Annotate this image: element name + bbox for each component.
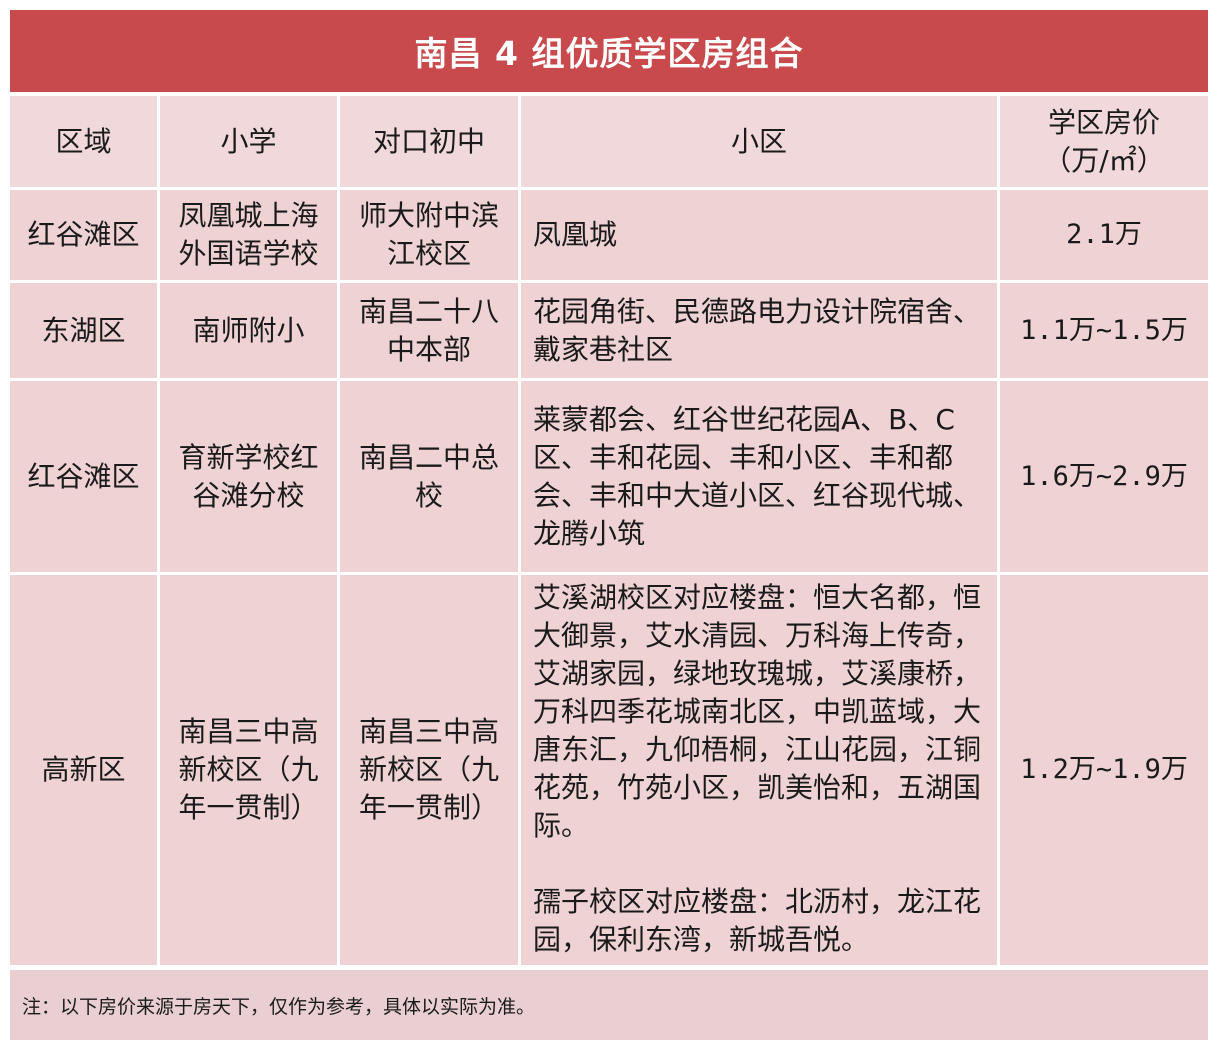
cell-communities: 花园角街、民德路电力设计院宿舍、戴家巷社区 bbox=[521, 283, 997, 378]
community-list: 艾溪湖校区对应楼盘：恒大名都，恒大御景，艾水清园、万科海上传奇，艾湖家园，绿地玫… bbox=[533, 581, 982, 842]
cell-price: 1.1万~1.5万 bbox=[1000, 283, 1208, 378]
cell-district: 红谷滩区 bbox=[10, 381, 157, 572]
cell-middle: 师大附中滨江校区 bbox=[340, 190, 518, 280]
cell-price: 1.6万~2.9万 bbox=[1000, 381, 1208, 572]
header-district: 区域 bbox=[10, 96, 157, 187]
community-list: 莱蒙都会、红谷世纪花园A、B、C区、丰和花园、丰和小区、丰和都会、丰和中大道小区… bbox=[533, 402, 982, 550]
cell-district: 高新区 bbox=[10, 575, 157, 965]
cell-price: 1.2万~1.9万 bbox=[1000, 575, 1208, 965]
cell-price: 2.1万 bbox=[1000, 190, 1208, 280]
cell-communities: 莱蒙都会、红谷世纪花园A、B、C区、丰和花园、丰和小区、丰和都会、丰和中大道小区… bbox=[521, 381, 997, 572]
header-primary: 小学 bbox=[160, 96, 337, 187]
cell-middle: 南昌二十八中本部 bbox=[340, 283, 518, 378]
cell-primary: 凤凰城上海外国语学校 bbox=[160, 190, 337, 280]
cell-communities: 艾溪湖校区对应楼盘：恒大名都，恒大御景，艾水清园、万科海上传奇，艾湖家园，绿地玫… bbox=[521, 575, 997, 965]
cell-primary: 南师附小 bbox=[160, 283, 337, 378]
cell-communities: 凤凰城 bbox=[521, 190, 997, 280]
table-title: 南昌 4 组优质学区房组合 bbox=[10, 10, 1208, 92]
cell-primary: 南昌三中高新校区（九年一贯制） bbox=[160, 575, 337, 965]
community-list: 凤凰城 bbox=[533, 218, 618, 251]
cell-district: 红谷滩区 bbox=[10, 190, 157, 280]
header-communities: 小区 bbox=[521, 96, 997, 187]
community-list: 花园角街、民德路电力设计院宿舍、戴家巷社区 bbox=[533, 294, 982, 366]
cell-middle: 南昌三中高新校区（九年一贯制） bbox=[340, 575, 518, 965]
cell-district: 东湖区 bbox=[10, 283, 157, 378]
header-price: 学区房价 （万/㎡） bbox=[1000, 96, 1208, 187]
header-middle: 对口初中 bbox=[340, 96, 518, 187]
school-district-table: 区域 小学 对口初中 小区 学区房价 （万/㎡） 红谷滩区 凤凰城上海外国语学校师… bbox=[10, 96, 1208, 965]
footnote: 注：以下房价来源于房天下，仅作为参考，具体以实际为准。 bbox=[10, 970, 1208, 1040]
cell-middle: 南昌二中总校 bbox=[340, 381, 518, 572]
cell-primary: 育新学校红谷滩分校 bbox=[160, 381, 337, 572]
community-list: 孺子校区对应楼盘：北沥村，龙江花园，保利东湾，新城吾悦。 bbox=[533, 885, 982, 956]
